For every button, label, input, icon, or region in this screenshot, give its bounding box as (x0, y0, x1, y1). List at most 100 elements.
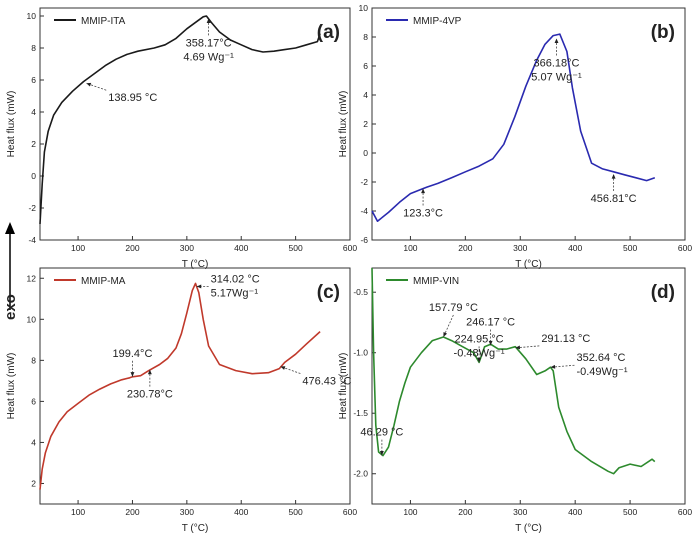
series-line (39, 282, 321, 490)
annotation-label: 246.17 °C (466, 316, 515, 328)
y-tick-label: 6 (363, 61, 368, 71)
legend-label: MMIP-4VP (413, 16, 462, 27)
x-tick-label: 200 (458, 243, 472, 253)
annotation-arrowhead (550, 364, 556, 369)
annotation-label: 138.95 °C (108, 92, 157, 104)
x-tick-label: 600 (343, 243, 357, 253)
y-tick-label: 0 (363, 148, 368, 158)
plot-frame (39, 267, 351, 505)
y-tick-label: -4 (360, 206, 368, 216)
annotation-label: 291.13 °C (541, 333, 590, 345)
annotation-arrowhead (515, 345, 521, 350)
y-tick-label: -1.0 (353, 348, 368, 358)
x-tick-label: 300 (513, 243, 527, 253)
x-tick-label: 600 (343, 507, 357, 517)
exo-arrow-head (5, 222, 15, 234)
annotation-label: 366.18°C (534, 57, 580, 69)
annotation-arrowhead (130, 372, 135, 377)
x-axis-label: T (°C) (182, 259, 209, 270)
chart-panel-d: 100 200 300 400 500 600 -2.0 -1.5 -1.0 -0.5 T (°C)… (338, 267, 692, 534)
y-tick-label: 10 (359, 3, 369, 13)
x-tick-label: 200 (458, 507, 472, 517)
x-tick-label: 500 (289, 507, 303, 517)
x-tick-label: 500 (623, 507, 637, 517)
y-tick-label: 10 (27, 314, 37, 324)
annotation-label: 157.79 °C (429, 302, 478, 314)
panel-label: (b) (651, 22, 675, 43)
annotation-label: 352.64 °C (576, 352, 625, 364)
annotation-arrowhead (554, 38, 559, 44)
exo-indicator: exo (2, 222, 19, 320)
x-axis-label: T (°C) (515, 523, 542, 534)
panel-label: (c) (317, 282, 340, 303)
series-line (371, 267, 656, 475)
annotation-arrow (550, 364, 575, 368)
y-tick-label: 8 (31, 43, 36, 53)
x-axis-label: T (°C) (182, 523, 209, 534)
series-line (39, 15, 321, 225)
x-tick-label: 400 (568, 243, 582, 253)
chart-panel-c: 100 200 300 400 500 600 2 4 6 8 10 12 T (°C) Heat flu… (6, 267, 357, 534)
y-axis-label: Heat flux (mW) (6, 91, 17, 158)
y-tick-label: 2 (31, 478, 36, 488)
x-tick-label: 100 (71, 507, 85, 517)
y-tick-label: 0 (31, 171, 36, 181)
annotation-arrowhead (611, 174, 616, 179)
y-tick-label: 4 (31, 107, 36, 117)
y-tick-label: 2 (31, 139, 36, 149)
annotation-arrow (443, 314, 454, 338)
y-tick-label: 4 (363, 90, 368, 100)
annotation-arrowhead (477, 357, 482, 363)
legend-label: MMIP-MA (81, 276, 126, 287)
annotation-label: 46.29 °C (360, 427, 403, 439)
y-tick-label: -2 (28, 203, 36, 213)
y-tick-label: 4 (31, 437, 36, 447)
panel-label: (d) (651, 282, 675, 303)
y-tick-label: 2 (363, 119, 368, 129)
x-tick-label: 500 (623, 243, 637, 253)
annotation-label: 456.81°C (591, 193, 637, 205)
y-axis-label: Heat flux (mW) (338, 91, 349, 158)
annotation-arrow (515, 345, 540, 349)
plot-frame (39, 7, 351, 241)
plot-frame (371, 7, 686, 241)
annotation-arrowhead (443, 331, 448, 337)
x-tick-label: 200 (125, 243, 139, 253)
x-tick-label: 600 (678, 507, 692, 517)
annotation-label: 5.17Wg⁻¹ (211, 287, 259, 299)
x-tick-label: 200 (125, 507, 139, 517)
y-tick-label: -2 (360, 177, 368, 187)
annotation-label: 314.02 °C (211, 273, 260, 285)
legend-label: MMIP-VIN (413, 276, 459, 287)
x-tick-label: 300 (180, 507, 194, 517)
x-axis-label: T (°C) (515, 259, 542, 270)
annotation-label: -0.48Wg⁻¹ (454, 347, 505, 359)
annotation-arrowhead (488, 340, 493, 346)
plot-frame (371, 267, 686, 505)
y-tick-label: 12 (27, 273, 37, 283)
annotation-arrowhead (86, 82, 92, 87)
y-axis-label: Heat flux (mW) (6, 353, 17, 420)
x-tick-label: 400 (234, 507, 248, 517)
x-tick-label: 500 (289, 243, 303, 253)
y-tick-label: -2.0 (353, 469, 368, 479)
panel-label: (a) (317, 22, 340, 43)
annotation-arrowhead (421, 188, 426, 194)
annotation-arrowhead (196, 284, 202, 289)
annotation-label: 224.95 °C (455, 333, 504, 345)
annotation-label: 358.17°C (186, 37, 232, 49)
x-tick-label: 100 (71, 243, 85, 253)
annotation-arrowhead (206, 18, 211, 24)
annotation-label: 123.3°C (403, 208, 443, 220)
y-tick-label: 8 (363, 32, 368, 42)
y-tick-label: 6 (31, 75, 36, 85)
annotation-label: -0.49Wg⁻¹ (576, 366, 627, 378)
y-axis-label: Heat flux (mW) (338, 353, 349, 420)
legend-label: MMIP-ITA (81, 16, 126, 27)
exo-label: exo (2, 294, 19, 320)
x-tick-label: 600 (678, 243, 692, 253)
annotation-arrowhead (280, 366, 286, 370)
y-tick-label: 6 (31, 396, 36, 406)
annotation-label: 476.43 °C (302, 376, 351, 388)
